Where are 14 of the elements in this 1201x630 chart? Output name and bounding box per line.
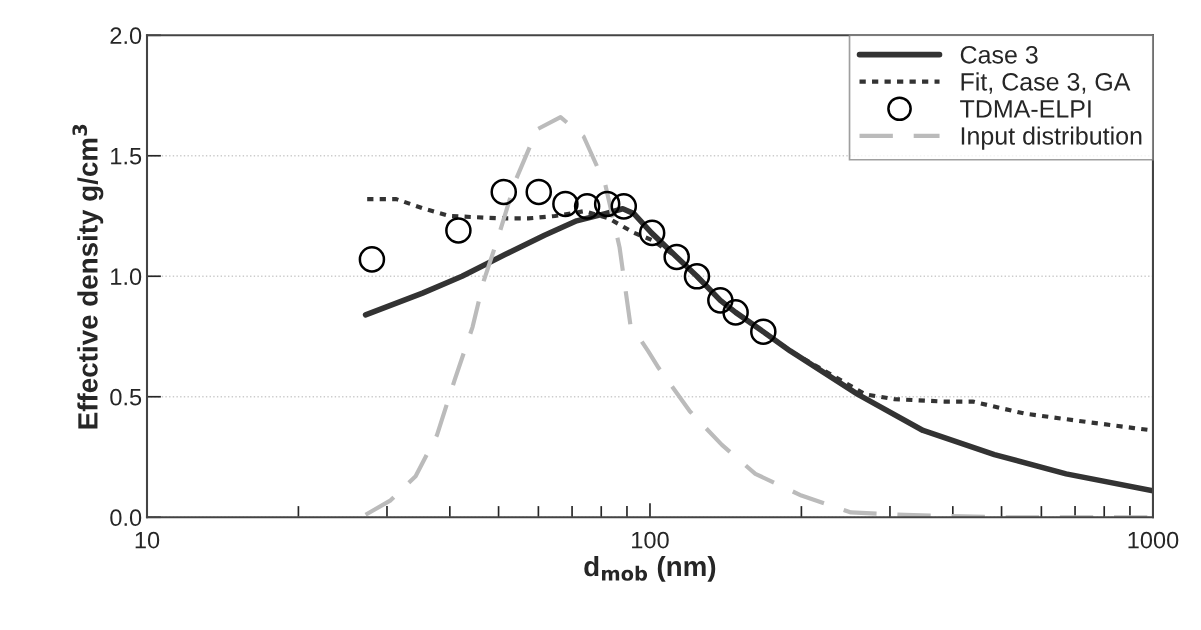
legend-label: Input distribution [961,126,1142,150]
legend-label: Fit, Case 3, GA [961,72,1131,94]
y-tick-label: 2.0 [110,27,142,45]
x-axis-title: d$_{mob}$ (nm) [584,555,716,582]
y-tick-label: 1.0 [111,268,142,286]
y-tick-label: 0.0 [110,509,142,527]
y-axis-title: Effective density g/cm$^{3}$ [72,124,104,429]
x-tick-label: 100 [632,531,669,549]
legend-label: TDMA-ELPI [960,100,1091,118]
y-tick-label: 0.5 [110,388,142,406]
legend-label: Case 3 [960,45,1038,64]
x-tick-label: 10 [135,531,160,549]
y-tick-label: 1.5 [111,148,142,165]
x-tick-label: 1000 [1128,531,1179,549]
